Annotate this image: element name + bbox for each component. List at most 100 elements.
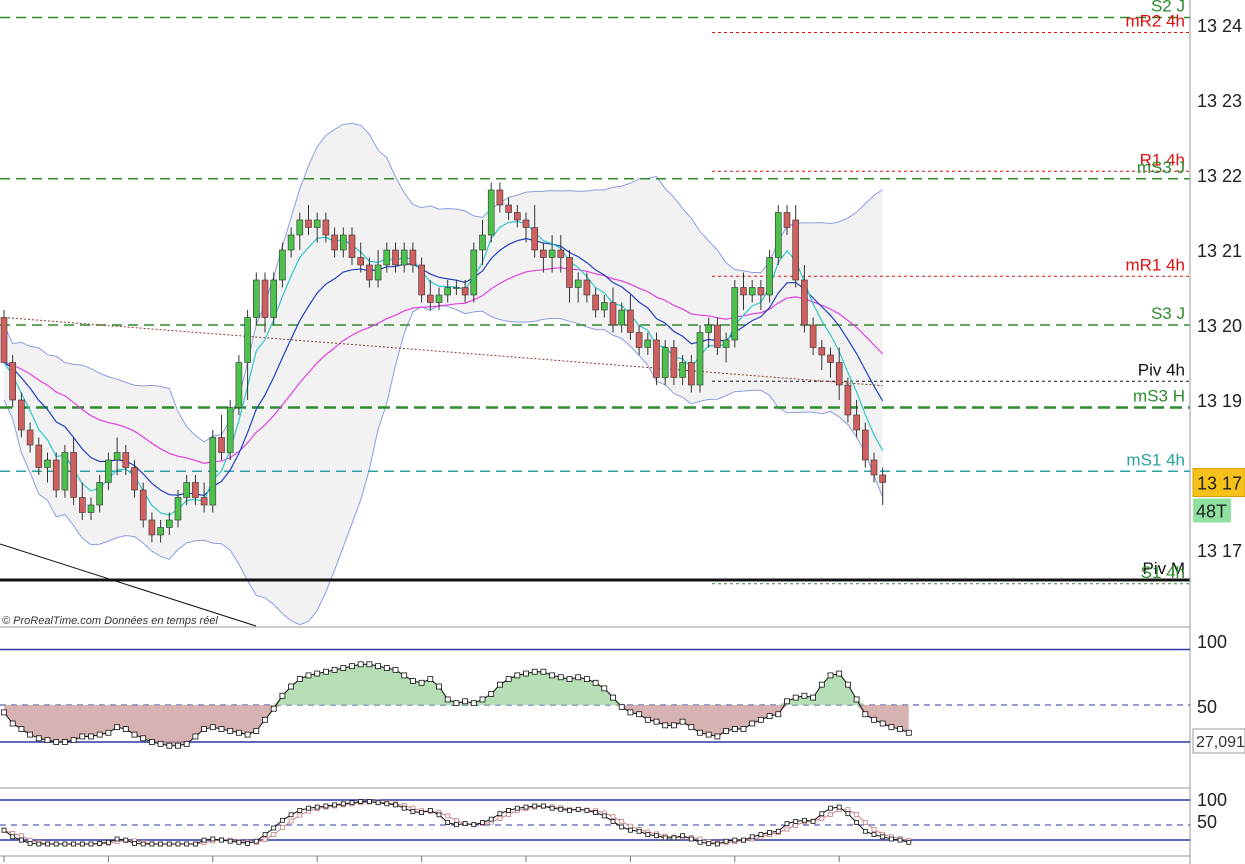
candle-body [548,249,556,258]
stoch-main-point [349,800,355,806]
rsi-point [584,676,590,682]
rsi-point [53,739,60,745]
stoch-main-point [706,841,712,846]
candle-body [18,399,25,431]
rsi-point [505,676,512,682]
rsi-point [44,737,51,744]
rsi-value-label: 27,091 [1196,734,1245,751]
rsi-point [357,661,364,668]
level-label: mR1 4h [1125,255,1185,274]
ma-long [3,317,883,387]
candle-body [748,287,756,296]
stoch-main-point [601,813,607,819]
rsi-point [392,666,399,673]
stoch-main-point [784,821,790,826]
stoch-main-point [845,811,851,817]
stoch-main-point [436,812,442,818]
candle-body [792,219,800,281]
stoch-main-point [541,803,546,809]
stoch-main-point [688,836,694,842]
stoch-main-point [419,810,425,815]
rsi-point [905,729,912,736]
rsi-point [296,676,303,682]
candle-body [818,347,826,356]
candle-body [305,219,312,228]
stoch-main-point [549,805,555,811]
candle-body [409,249,417,266]
candle-body [557,249,565,258]
candle-body [270,279,278,318]
candle-body [79,497,86,513]
stoch-main-point [340,801,346,807]
rsi-point [653,718,660,725]
stoch-main-point [575,806,581,812]
rsi-value-box [1192,728,1245,754]
stoch-main-point [593,810,598,815]
stoch-main-point [828,805,833,811]
candle-body [52,459,60,491]
candle-body [209,437,217,506]
rsi-point [784,698,790,705]
rsi-point [349,663,355,670]
stoch-main-point [27,841,33,846]
candle-body [313,219,321,228]
stoch-signal-point [18,833,24,839]
rsi-point [157,740,164,747]
stoch-signal-point [453,818,459,824]
stoch-main-point [236,839,242,845]
stoch-signal-point [297,812,303,818]
rsi-point [792,694,799,701]
candle-body [679,362,686,378]
pivot-level-lines [0,16,1190,585]
stoch-main-point [132,841,137,846]
candle-body [809,324,817,348]
candle-body [331,234,338,251]
stoch-main-point [10,834,16,840]
candle-body [166,519,173,528]
rsi-point [679,718,686,725]
stoch-main-point [253,838,259,844]
candle-body [453,287,460,289]
candle-body [879,474,887,483]
stoch-signal-point [506,812,512,817]
stoch-main-point [645,832,651,837]
stoch-signal-point [610,814,616,820]
candle-body [722,339,730,348]
candle-body [435,294,443,303]
rsi-point [566,676,573,682]
rsi-point [166,742,173,749]
candle-body [705,324,713,333]
rsi-point [871,716,877,723]
stoch-main-point [680,833,685,839]
stoch-main-point [62,841,68,847]
stoch-main-point [628,827,633,833]
rsi-point [436,683,442,690]
rsi-point [644,716,651,723]
current-price-label: 13 17 [1197,474,1242,494]
rsi-point [122,726,129,732]
stoch-main-point [384,801,390,807]
rsi-point [409,678,416,684]
rsi-point [444,696,451,703]
rsi-point [218,726,225,732]
price-tick-label: 13 23 [1197,91,1242,111]
stoch-main-point [741,837,746,843]
stoch-main-point [314,804,320,810]
rsi-point [540,668,547,675]
candle-body [35,444,43,468]
candle-body [87,504,95,513]
stoch-signal-point [793,823,799,828]
rsi-point [662,722,669,729]
candle-body [200,497,208,506]
candle-body [26,429,34,446]
candle-body [653,339,660,378]
rsi-point [488,691,495,697]
stoch-main-point [427,808,433,813]
level-label: Piv M [1143,559,1186,578]
trend-line [0,543,257,627]
candle-body [105,459,112,483]
stoch-main-point [192,841,198,847]
candle-body [374,264,382,281]
stoch-signal-point [784,826,790,832]
